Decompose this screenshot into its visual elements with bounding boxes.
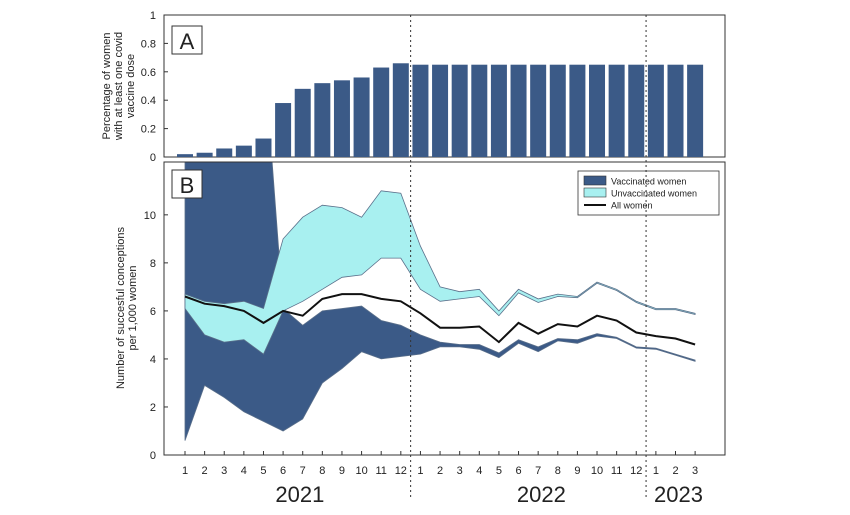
bar bbox=[235, 145, 252, 157]
x-tick-label: 10 bbox=[591, 465, 603, 477]
legend: Vaccinated women Unvaccinated women All wo… bbox=[577, 170, 720, 216]
x-tick-label: 10 bbox=[355, 465, 367, 477]
bar bbox=[628, 64, 645, 157]
x-tick-label: 1 bbox=[417, 465, 423, 477]
legend-label: Vaccinated women bbox=[611, 177, 686, 187]
panel-b-frame bbox=[163, 161, 726, 456]
y-tick-label: 0.2 bbox=[141, 124, 156, 136]
all-women-line bbox=[184, 293, 696, 346]
bar bbox=[451, 64, 468, 157]
bar bbox=[392, 63, 409, 157]
bar bbox=[432, 64, 449, 157]
bar bbox=[589, 64, 606, 157]
y-tick-label: 10 bbox=[144, 210, 156, 222]
panel-b-label-box bbox=[171, 169, 203, 199]
bar bbox=[471, 64, 488, 157]
x-tick-label: 2 bbox=[437, 465, 443, 477]
year-dividers bbox=[410, 15, 647, 500]
bar bbox=[608, 64, 625, 157]
panel-b-y-axis-label: Number of succesful conceptionsper 1,000… bbox=[115, 226, 139, 389]
panel-b-year-labels: 2021 2022 2023 bbox=[275, 482, 703, 507]
bar bbox=[255, 138, 272, 157]
panel-b-label: B bbox=[180, 173, 195, 198]
legend-swatch bbox=[583, 187, 607, 198]
x-tick-label: 7 bbox=[535, 465, 541, 477]
panel-b-x-axis: 1 2 3 4 5 6 7 8 9 10 11 12 1 2 3 4 5 6 7 8 9 10 11 12 1 2 3 bbox=[182, 451, 698, 477]
y-tick-label: 0.6 bbox=[141, 67, 156, 79]
year-label: 2021 bbox=[275, 482, 324, 507]
bar bbox=[216, 148, 233, 157]
bar bbox=[196, 152, 213, 157]
legend-swatch bbox=[583, 175, 607, 186]
x-tick-label: 1 bbox=[653, 465, 659, 477]
x-tick-label: 7 bbox=[300, 465, 306, 477]
x-tick-label: 3 bbox=[221, 465, 227, 477]
bar bbox=[314, 83, 331, 157]
x-tick-label: 11 bbox=[375, 465, 386, 477]
panel-a-label: A bbox=[180, 29, 195, 54]
panel-a: 0 0.2 0.4 0.6 0.8 1 Percentage of womenwith a… bbox=[101, 10, 726, 164]
x-tick-label: 2 bbox=[672, 465, 678, 477]
bar bbox=[333, 80, 350, 157]
x-tick-label: 1 bbox=[182, 465, 188, 477]
y-tick-label: 2 bbox=[150, 402, 156, 414]
panel-b-plot-area bbox=[184, 162, 696, 441]
y-tick-label: 6 bbox=[150, 306, 156, 318]
legend-label: Unvaccinated women bbox=[611, 189, 697, 199]
bar bbox=[569, 64, 586, 157]
x-tick-label: 8 bbox=[319, 465, 325, 477]
bar bbox=[510, 64, 527, 157]
legend-label: All women bbox=[611, 201, 653, 211]
y-tick-label: 0.8 bbox=[141, 38, 156, 50]
bar bbox=[647, 64, 664, 157]
bar bbox=[275, 103, 292, 157]
bar bbox=[412, 64, 429, 157]
bar bbox=[687, 64, 704, 157]
bar bbox=[549, 64, 566, 157]
x-tick-label: 3 bbox=[457, 465, 463, 477]
y-tick-label: 0 bbox=[150, 450, 156, 462]
panel-a-label-box bbox=[171, 25, 203, 55]
bar bbox=[294, 88, 311, 157]
year-label: 2023 bbox=[654, 482, 703, 507]
x-tick-label: 6 bbox=[515, 465, 521, 477]
x-tick-label: 8 bbox=[555, 465, 561, 477]
x-tick-label: 12 bbox=[630, 465, 642, 477]
y-tick-label: 0.4 bbox=[141, 95, 156, 107]
x-tick-label: 4 bbox=[241, 465, 247, 477]
year-label: 2022 bbox=[517, 482, 566, 507]
bar bbox=[667, 64, 684, 157]
panel-b-y-axis: 0 2 4 6 8 10 bbox=[144, 210, 168, 462]
x-tick-label: 9 bbox=[339, 465, 345, 477]
x-tick-label: 5 bbox=[496, 465, 502, 477]
panel-a-y-axis: 0 0.2 0.4 0.6 0.8 1 bbox=[141, 10, 168, 164]
x-tick-label: 11 bbox=[611, 465, 622, 477]
bar bbox=[177, 154, 193, 157]
vaccinated-womenband bbox=[184, 162, 696, 441]
y-tick-label: 8 bbox=[150, 258, 156, 270]
x-tick-label: 12 bbox=[395, 465, 407, 477]
panel-a-bars bbox=[177, 63, 704, 157]
y-tick-label: 0 bbox=[150, 152, 156, 164]
bar bbox=[530, 64, 547, 157]
y-tick-label: 4 bbox=[150, 354, 156, 366]
bar bbox=[490, 64, 507, 157]
x-tick-label: 3 bbox=[692, 465, 698, 477]
bar bbox=[373, 67, 390, 157]
x-tick-label: 6 bbox=[280, 465, 286, 477]
y-tick-label: 1 bbox=[150, 10, 156, 22]
x-tick-label: 5 bbox=[260, 465, 266, 477]
unvaccinated-womenband bbox=[184, 190, 696, 355]
x-tick-label: 2 bbox=[202, 465, 208, 477]
panel-a-y-axis-label: Percentage of womenwith at least one cov… bbox=[101, 32, 137, 141]
bar bbox=[353, 77, 370, 157]
x-tick-label: 4 bbox=[476, 465, 482, 477]
x-tick-label: 9 bbox=[574, 465, 580, 477]
